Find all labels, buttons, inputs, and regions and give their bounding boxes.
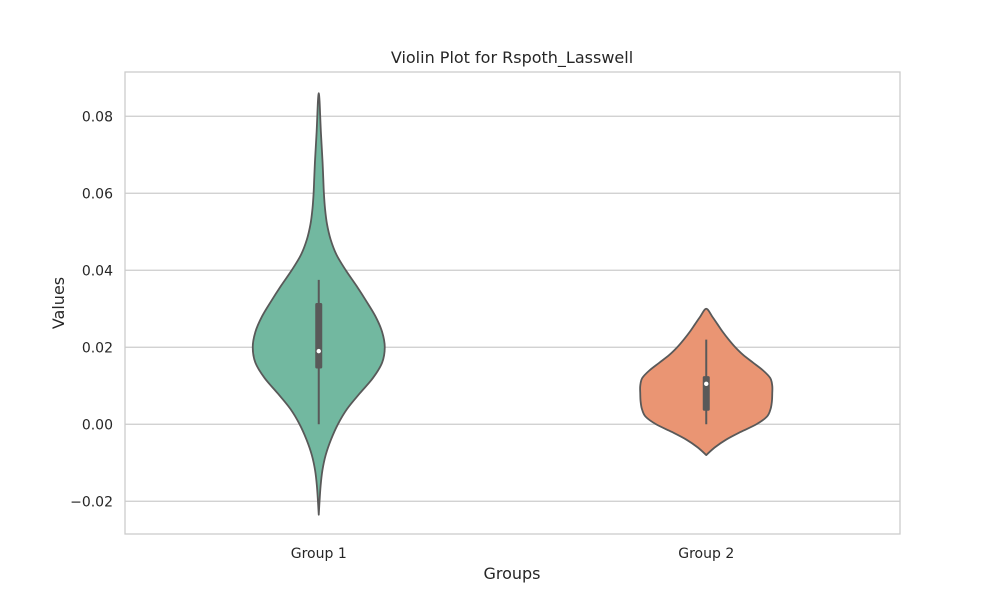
y-tick-label: 0.08 [82, 109, 113, 125]
x-tick-label: Group 1 [291, 546, 347, 562]
y-axis-title: Values [49, 277, 68, 329]
gridlines [125, 115, 900, 502]
y-tick-label: 0.06 [82, 186, 113, 202]
y-tick-label: 0.00 [82, 417, 113, 433]
violins [251, 92, 774, 516]
plot-frame [124, 71, 901, 535]
y-tick-labels: −0.02 0.00 0.02 0.04 0.06 0.08 [70, 109, 113, 510]
y-tick-label: 0.04 [82, 263, 113, 279]
violin-median-dot [316, 348, 321, 354]
y-tick-label: 0.02 [82, 340, 113, 356]
y-tick-label: −0.02 [70, 494, 113, 510]
x-tick-label: Group 2 [678, 546, 734, 562]
x-tick-labels: Group 1 Group 2 [291, 546, 734, 562]
violin-iqr-box [702, 376, 710, 411]
x-axis-title: Groups [483, 564, 540, 583]
violin-iqr-box [315, 303, 323, 369]
violin-median-dot [704, 381, 709, 387]
chart-title: Violin Plot for Rspoth_Lasswell [391, 48, 633, 68]
